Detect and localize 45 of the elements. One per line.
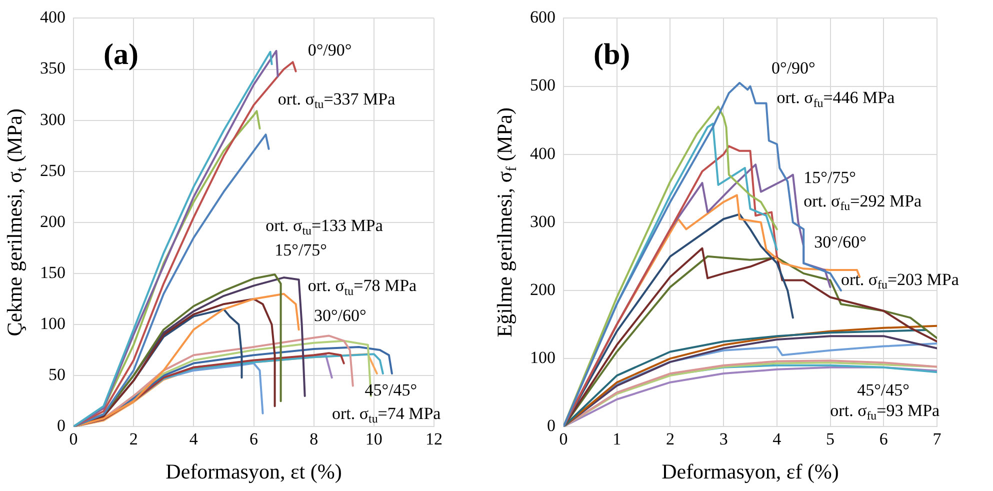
y-tick-label: 350 (40, 58, 66, 78)
x-tick-label: 2 (129, 429, 138, 448)
x-tick-label: 1 (612, 429, 622, 448)
x-tick-label: 6 (879, 429, 888, 448)
x-tick-label: 4 (772, 429, 782, 448)
annotation: 15°/75° (274, 240, 327, 260)
y-tick-label: 100 (40, 314, 66, 333)
annotation: 30°/60° (814, 232, 866, 252)
y-tick-label: 100 (530, 348, 556, 367)
y-axis-title: Çekme gerilmesi, σt (MPa) (2, 108, 30, 336)
y-tick-label: 600 (530, 8, 556, 27)
annotation: 45°/45° (857, 380, 910, 400)
y-tick-label: 0 (547, 416, 556, 436)
annotation: 45°/45° (364, 380, 418, 400)
x-tick-label: 8 (310, 429, 318, 448)
x-tick-label: 3 (719, 429, 728, 448)
x-axis-title: Deformasyon, εt (%) (166, 460, 342, 484)
annotation: 0°/90° (308, 40, 352, 60)
annotation: 15°/75° (804, 168, 856, 187)
x-tick-label: 5 (826, 429, 835, 448)
y-tick-label: 300 (530, 212, 556, 231)
text: (b) (594, 38, 630, 71)
x-tick-label: 2 (666, 429, 674, 448)
y-tick-label: 150 (40, 262, 66, 282)
y-tick-label: 300 (40, 110, 66, 129)
y-tick-label: 250 (40, 160, 66, 180)
y-axis-title: Eğilme gerilmesi, σf (MPa) (492, 108, 520, 338)
y-tick-label: 400 (530, 144, 556, 163)
y-tick-label: 50 (48, 365, 66, 384)
annotation: 0°/90° (772, 58, 816, 78)
x-tick-label: 4 (189, 429, 198, 448)
text: (a) (104, 38, 138, 71)
y-tick-label: 400 (40, 8, 66, 27)
y-tick-label: 200 (530, 280, 556, 299)
annotation: 30°/60° (314, 306, 366, 325)
y-tick-label: 500 (530, 76, 556, 95)
x-tick-label: 12 (426, 429, 442, 448)
x-tick-label: 0 (559, 429, 568, 448)
x-tick-label: 10 (365, 429, 382, 448)
x-tick-label: 0 (69, 429, 78, 448)
y-tick-label: 0 (57, 416, 66, 436)
x-axis-title: Deformasyon, εf (%) (662, 460, 839, 484)
x-tick-label: 6 (250, 429, 258, 448)
x-tick-label: 7 (932, 429, 942, 448)
y-tick-label: 200 (40, 212, 66, 231)
